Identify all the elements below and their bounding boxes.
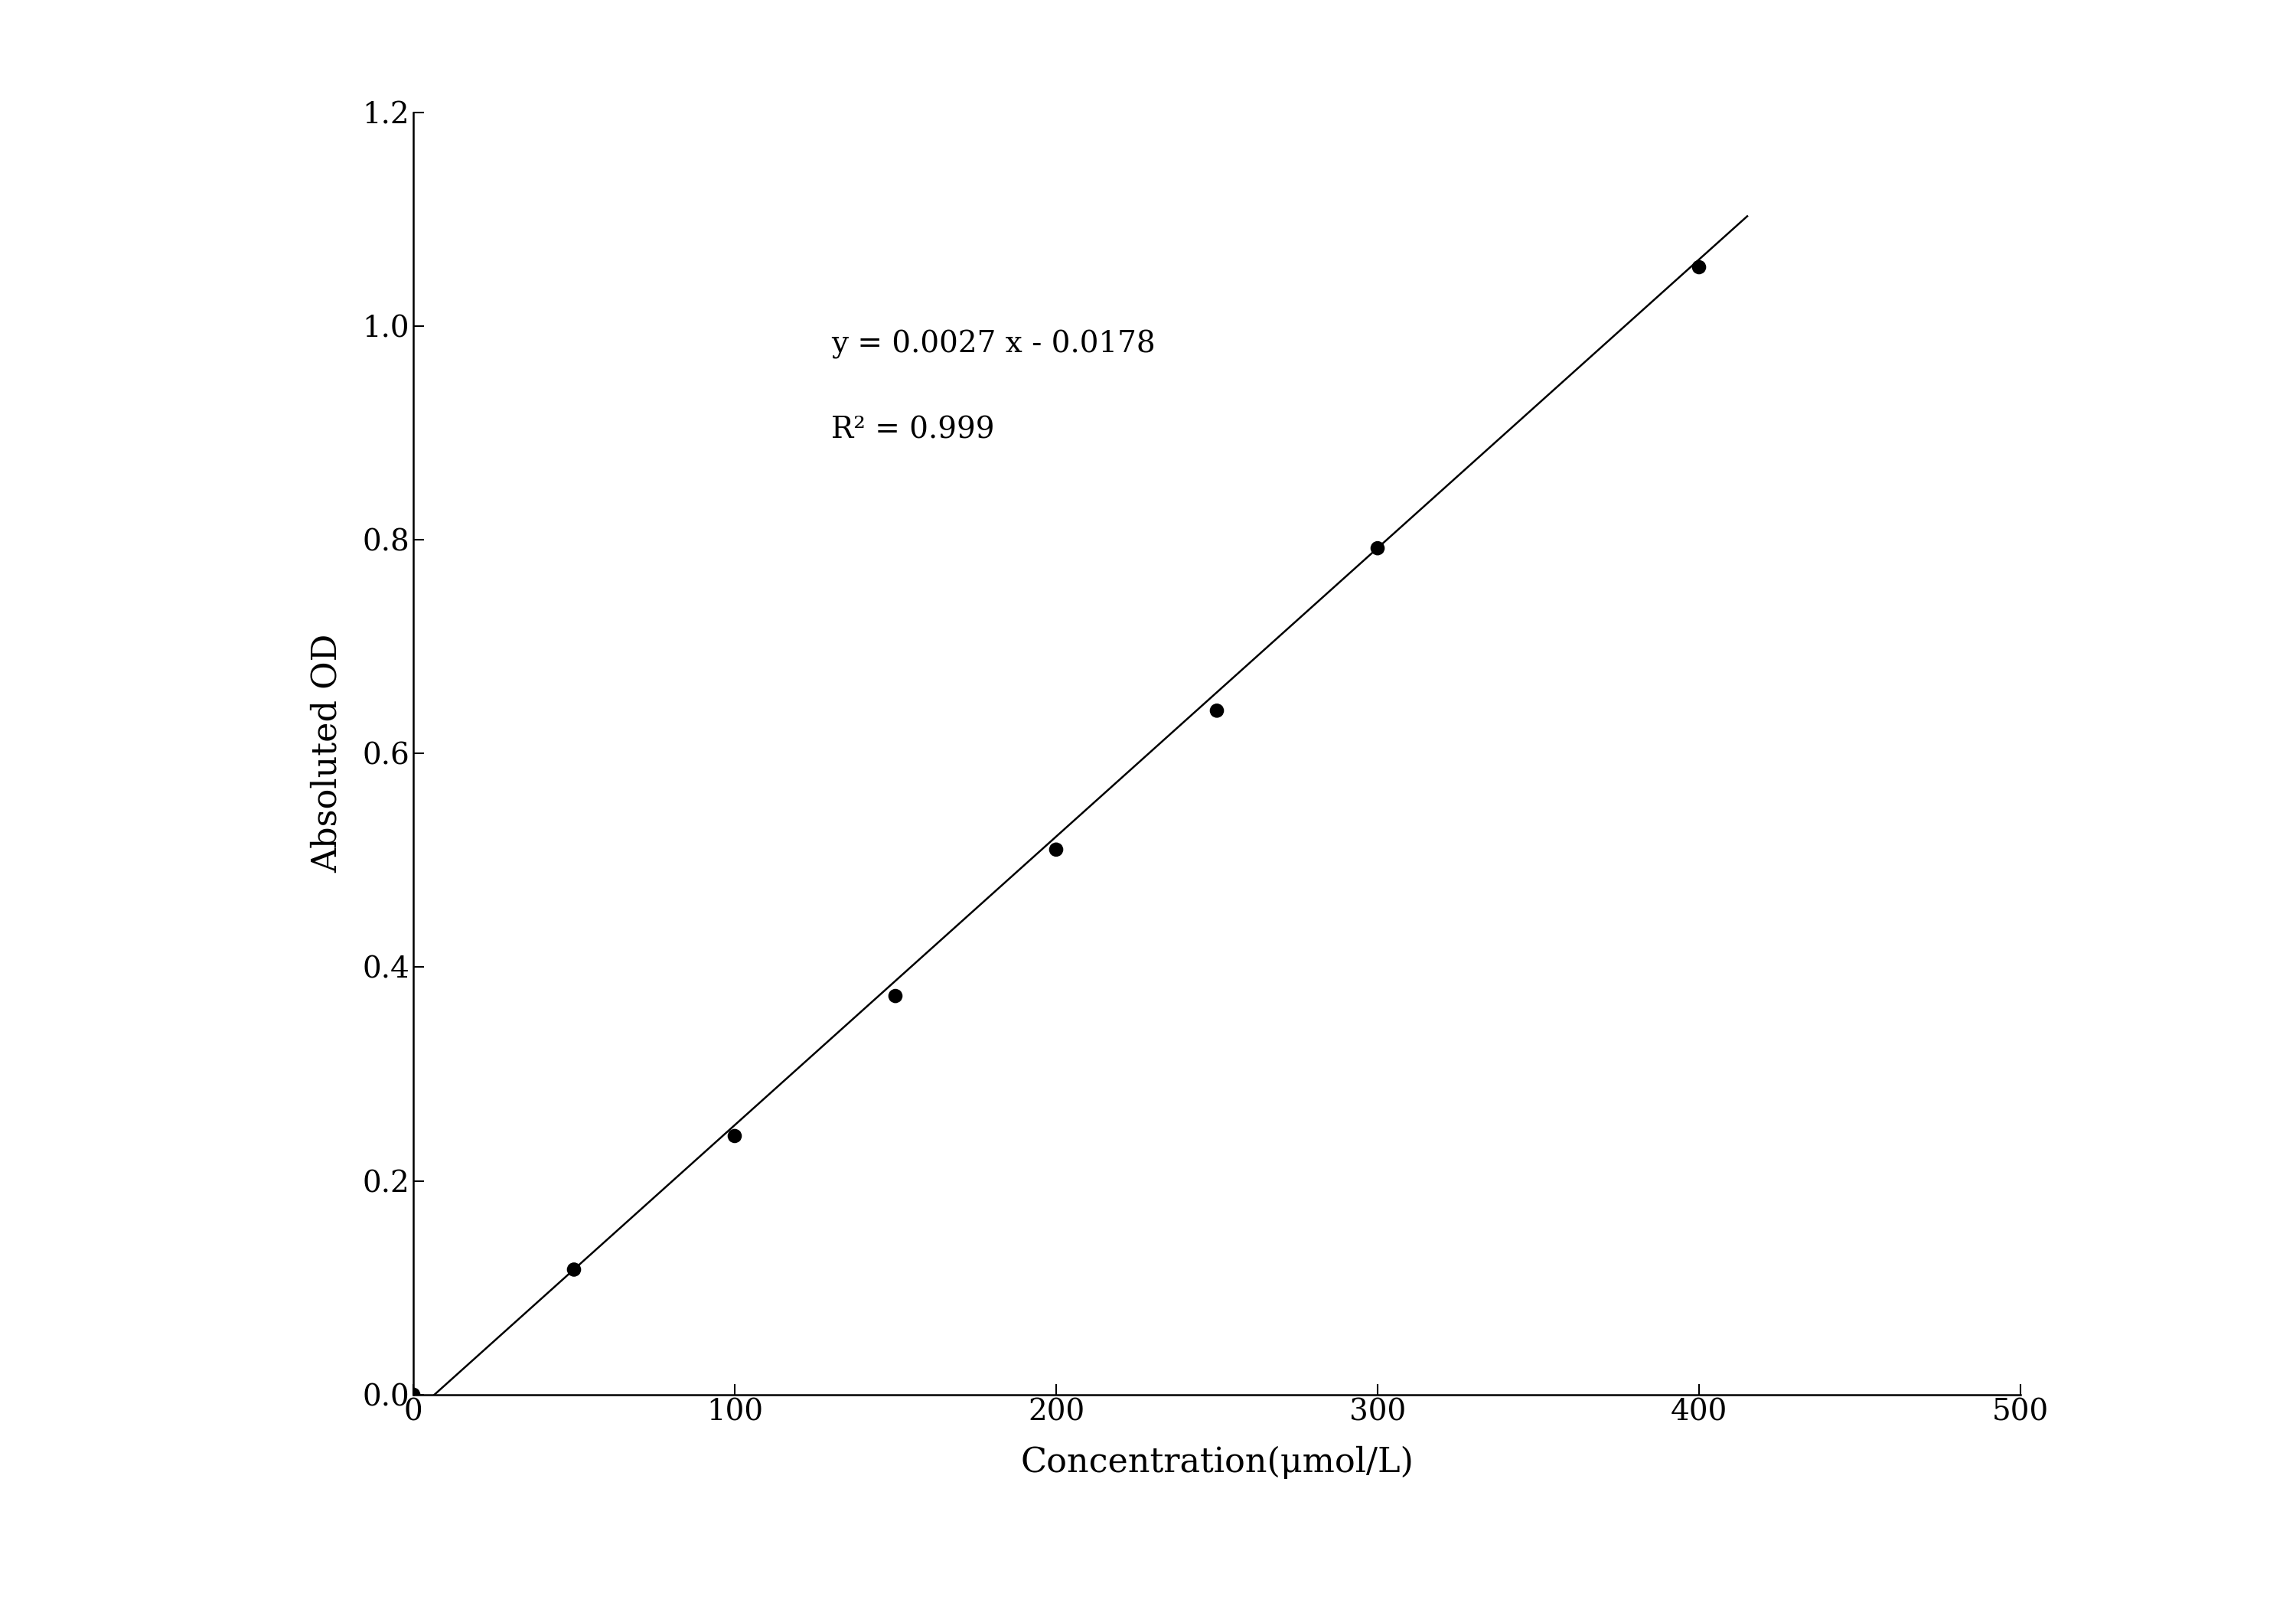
Point bbox=[1199, 697, 1235, 723]
Point bbox=[556, 1257, 592, 1282]
X-axis label: Concentration(μmol/L): Concentration(μmol/L) bbox=[1019, 1446, 1414, 1480]
Y-axis label: Absoluted OD: Absoluted OD bbox=[310, 633, 342, 874]
Text: R² = 0.999: R² = 0.999 bbox=[831, 415, 994, 444]
Point bbox=[1681, 255, 1717, 281]
Point bbox=[1359, 535, 1396, 561]
Point bbox=[1038, 837, 1075, 862]
Point bbox=[877, 983, 914, 1008]
Text: y = 0.0027 x - 0.0178: y = 0.0027 x - 0.0178 bbox=[831, 330, 1155, 359]
Point bbox=[716, 1124, 753, 1149]
Point bbox=[395, 1382, 432, 1407]
